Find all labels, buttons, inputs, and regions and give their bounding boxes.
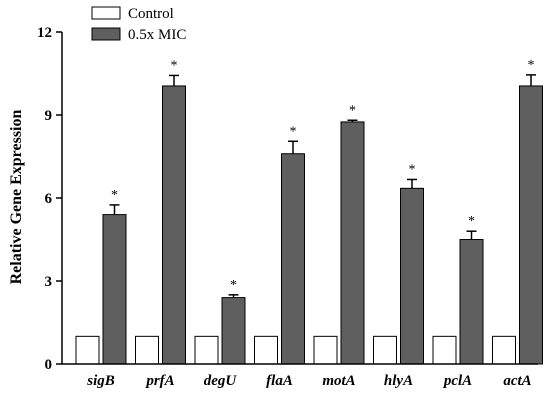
y-tick-label: 9 [45,108,53,124]
x-tick-label: actA [503,373,531,389]
y-tick-label: 12 [37,25,52,41]
x-tick-label: motA [322,373,355,389]
legend-swatch-control [91,6,121,20]
y-tick-label: 6 [45,191,53,207]
bar-control [135,335,159,365]
bar-control [75,335,100,365]
bar-treatment [102,214,127,365]
x-tick-label: hlyA [384,373,413,389]
y-axis-title: Relative Gene Expression [8,110,25,285]
bar-control [492,335,516,365]
x-tick-label: flaA [266,373,293,389]
y-tick-label: 3 [45,274,53,290]
bar-treatment [221,297,246,365]
legend-label: Control [128,6,174,22]
bar-control [373,335,397,365]
y-tick-label: 0 [45,357,53,373]
x-tick-label: degU [204,373,238,389]
x-tick-label: pclA [442,373,472,389]
bar-treatment [281,153,305,365]
significance-marker: * [111,188,118,203]
significance-marker: * [230,278,237,293]
bar-control [194,335,219,365]
bar-treatment [400,187,424,365]
legend-label: 0.5x MIC [128,27,186,43]
bar-control [432,335,457,365]
bar-treatment [519,85,543,365]
plot-area: * * * * * * * * [75,58,543,365]
bar-treatment [162,85,186,365]
significance-marker: * [528,58,535,73]
significance-marker: * [468,214,475,229]
x-tick-label: prfA [144,373,174,389]
x-axis: sigB prfA degU flaA motA hlyA pclA actA [62,363,538,389]
bar-control [313,335,338,365]
bar-control [254,335,278,365]
y-axis: 0 3 6 9 12 [37,25,63,373]
legend: Control 0.5x MIC [91,6,186,43]
legend-swatch-treatment [91,27,121,41]
x-tick-label: sigB [86,373,115,389]
significance-marker: * [171,58,178,73]
bar-treatment [340,121,365,365]
significance-marker: * [349,103,356,118]
bar-treatment [459,239,484,365]
significance-marker: * [290,124,297,139]
significance-marker: * [409,162,416,177]
